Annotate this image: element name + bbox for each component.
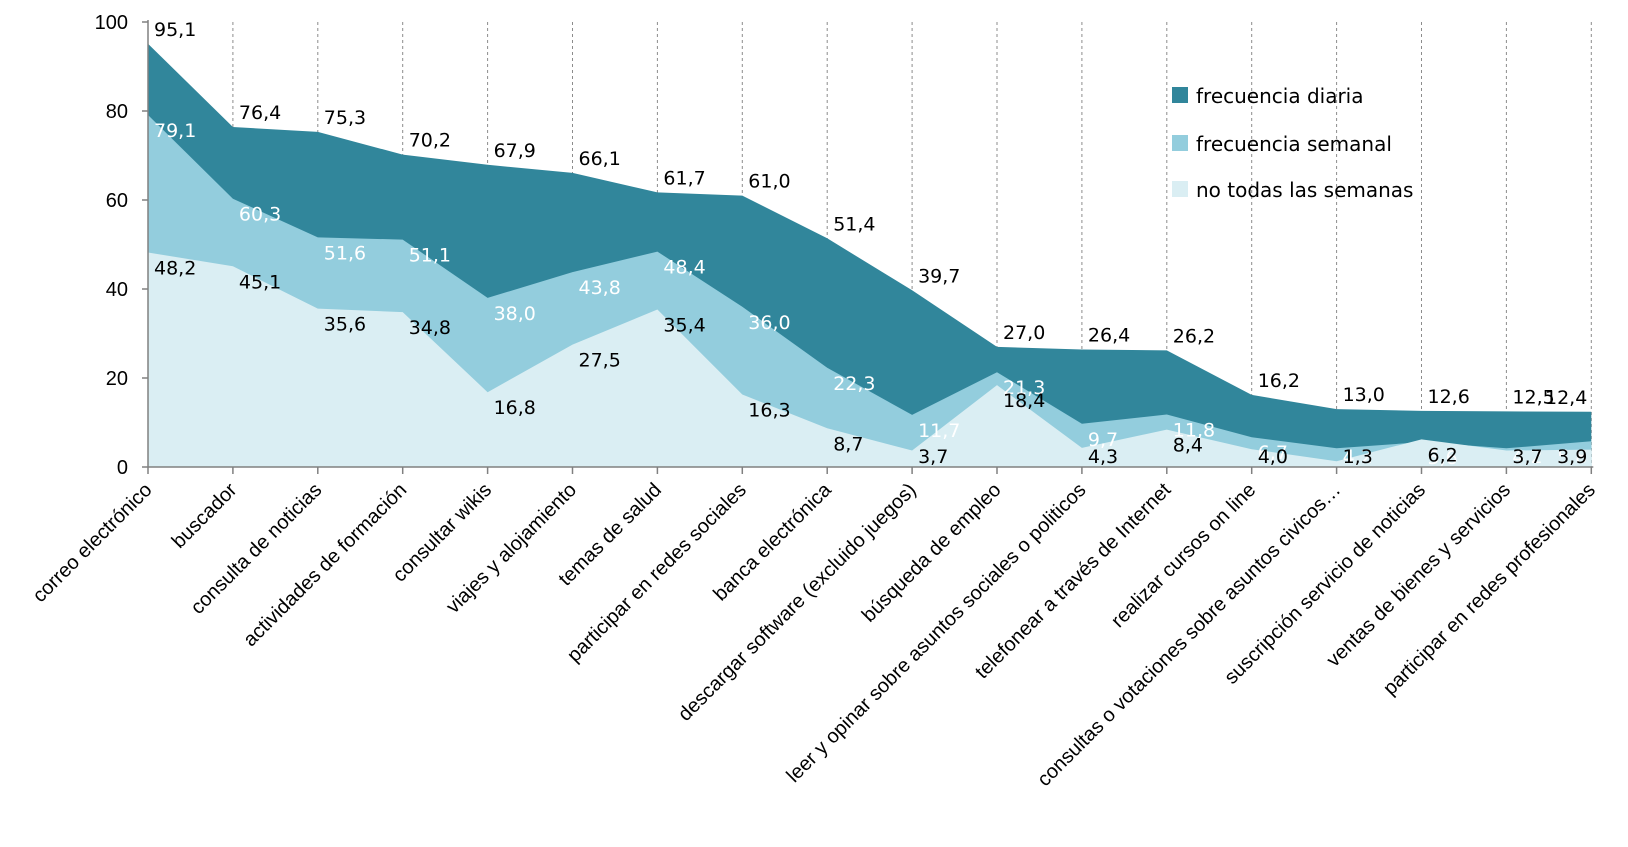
- data-label-s2-3: 34,8: [409, 317, 451, 339]
- data-label-s2-14: 1,3: [1343, 446, 1373, 468]
- data-label-s0-0: 95,1: [154, 19, 196, 41]
- legend-label-0: frecuencia diaria: [1196, 84, 1364, 108]
- data-label-s0-6: 61,7: [663, 167, 705, 189]
- data-label-s2-10: 18,4: [1003, 390, 1045, 412]
- data-label-s1-11: 9,7: [1088, 429, 1118, 451]
- category-label-14: consultas o votaciones sobre asuntos civ…: [1033, 479, 1345, 791]
- data-label-s1-2: 51,6: [324, 242, 366, 264]
- data-label-s2-9: 3,7: [918, 446, 948, 468]
- data-labels: 95,1 76,4 75,3 70,2 67,9 66,1 61,7 61,0 51,4 39,7…: [154, 19, 1587, 469]
- legend-swatch-2: [1172, 181, 1188, 197]
- data-label-s0-5: 66,1: [579, 148, 621, 170]
- data-label-s1-5: 43,8: [579, 277, 621, 299]
- area-frecuencia-semanal: [148, 115, 1592, 467]
- data-label-s0-8: 51,4: [833, 213, 875, 235]
- legend-label-1: frecuencia semanal: [1196, 132, 1392, 156]
- data-label-s2-12: 8,4: [1173, 435, 1203, 457]
- category-label-3: actividades de formación: [239, 479, 411, 651]
- data-label-s1-16: 4,2: [1512, 446, 1542, 468]
- y-tick-label-20: 20: [106, 368, 128, 390]
- data-label-s0-7: 61,0: [748, 171, 790, 193]
- data-label-s2-6: 35,4: [663, 314, 705, 336]
- y-tick-label-100: 100: [95, 12, 128, 34]
- y-tick-label-0: 0: [117, 457, 128, 479]
- data-label-s0-9: 39,7: [918, 265, 960, 287]
- data-label-s1-17: 5,8: [1557, 446, 1587, 468]
- data-label-s1-9: 11,7: [918, 420, 960, 442]
- y-tick-label-40: 40: [106, 279, 128, 301]
- data-label-s1-13: 6,7: [1258, 442, 1288, 464]
- data-label-s1-0: 79,1: [154, 120, 196, 142]
- data-label-s0-17: 12,4: [1545, 387, 1587, 409]
- data-label-s2-15: 6,2: [1428, 444, 1458, 466]
- category-label-7: participar en redes sociales: [563, 479, 751, 667]
- data-label-s1-7: 36,0: [748, 312, 790, 334]
- legend-swatch-1: [1172, 135, 1188, 151]
- data-label-s0-15: 12,6: [1428, 386, 1470, 408]
- category-label-10: búsqueda de empleo: [858, 479, 1006, 627]
- area-series: [148, 43, 1592, 468]
- data-label-s2-5: 27,5: [579, 350, 621, 372]
- data-label-s1-8: 22,3: [833, 373, 875, 395]
- data-label-s1-4: 38,0: [494, 303, 536, 325]
- data-label-s2-11: 4,3: [1088, 446, 1118, 468]
- category-label-13: realizar cursos on line: [1107, 479, 1260, 632]
- data-label-s0-11: 26,4: [1088, 325, 1130, 347]
- data-label-s0-10: 27,0: [1003, 322, 1045, 344]
- data-label-s0-16: 12,5: [1512, 386, 1554, 408]
- data-label-s2-1: 45,1: [239, 271, 281, 293]
- data-label-s2-13: 4,0: [1258, 446, 1288, 468]
- category-label-11: leer y opinar sobre asuntos sociales o p…: [782, 479, 1090, 787]
- category-label-0: correo electrónico: [29, 479, 157, 607]
- y-tick-label-60: 60: [106, 190, 128, 212]
- y-tick-label-80: 80: [106, 101, 128, 123]
- data-label-s2-0: 48,2: [154, 258, 196, 280]
- data-label-s1-14: 4,2: [1343, 446, 1373, 468]
- legend-swatch-0: [1172, 87, 1188, 103]
- data-label-s0-1: 76,4: [239, 102, 281, 124]
- data-label-s0-2: 75,3: [324, 107, 366, 129]
- data-label-s2-2: 35,6: [324, 314, 366, 336]
- data-label-s1-12: 11,8: [1173, 419, 1215, 441]
- category-label-16: ventas de bienes y servicios: [1323, 479, 1515, 671]
- data-label-s1-10: 21,3: [1003, 377, 1045, 399]
- data-label-s1-15: 5,6: [1428, 447, 1458, 469]
- data-label-s1-6: 48,4: [663, 257, 705, 279]
- data-label-s2-7: 16,3: [748, 399, 790, 421]
- legend-label-2: no todas las semanas: [1196, 178, 1413, 202]
- legend: frecuencia diaria frecuencia semanal no to…: [1172, 84, 1413, 202]
- data-label-s0-3: 70,2: [409, 130, 451, 152]
- data-label-s0-12: 26,2: [1173, 325, 1215, 347]
- area-no-todas-las-semanas: [148, 252, 1592, 467]
- data-label-s1-1: 60,3: [239, 204, 281, 226]
- data-label-s2-8: 8,7: [833, 433, 863, 455]
- data-label-s2-16: 3,7: [1512, 446, 1542, 468]
- data-label-s1-3: 51,1: [409, 245, 451, 267]
- data-label-s0-14: 13,0: [1343, 384, 1385, 406]
- data-label-s0-13: 16,2: [1258, 370, 1300, 392]
- data-label-s2-17: 3,9: [1557, 446, 1587, 468]
- data-label-s2-4: 16,8: [494, 397, 536, 419]
- category-label-1: buscador: [168, 479, 242, 553]
- data-label-s0-4: 67,9: [494, 140, 536, 162]
